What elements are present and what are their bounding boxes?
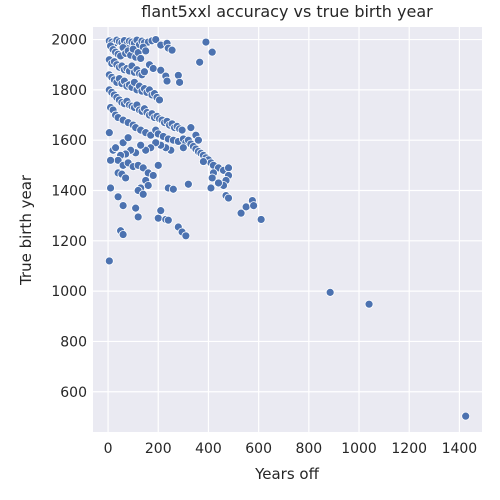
data-point <box>225 194 233 202</box>
data-point <box>168 46 176 54</box>
data-point <box>112 144 120 152</box>
data-point <box>107 184 115 192</box>
data-point <box>140 68 148 76</box>
data-point <box>137 54 145 62</box>
data-point <box>105 257 113 265</box>
x-tick-label: 1200 <box>391 441 427 457</box>
data-point <box>134 213 142 221</box>
x-tick-label: 0 <box>104 441 113 457</box>
data-point <box>178 126 186 134</box>
data-point <box>202 38 210 46</box>
data-point <box>157 207 165 215</box>
x-tick-label: 800 <box>295 441 322 457</box>
data-point <box>119 202 127 210</box>
data-point <box>365 300 373 308</box>
data-point <box>176 78 184 86</box>
data-point <box>250 202 258 210</box>
y-tick-label: 800 <box>60 334 87 350</box>
data-point <box>257 215 265 223</box>
data-point <box>142 47 150 55</box>
data-point <box>119 231 127 239</box>
data-point <box>194 136 202 144</box>
data-point <box>149 171 157 179</box>
y-tick-labels: 600 800 1000 1200 1400 1600 1800 2000 <box>51 33 87 401</box>
data-point <box>179 144 187 152</box>
data-point <box>122 174 130 182</box>
data-point <box>156 96 164 104</box>
data-point <box>149 65 157 73</box>
data-point <box>225 164 233 172</box>
data-point <box>105 129 113 137</box>
x-tick-label: 400 <box>195 441 222 457</box>
data-point <box>196 58 204 66</box>
data-point <box>462 412 470 420</box>
data-point <box>137 141 145 149</box>
chart-title: flant5xxl accuracy vs true birth year <box>141 2 433 21</box>
data-point <box>164 216 172 224</box>
y-axis-label: True birth year <box>17 174 35 286</box>
data-point <box>144 181 152 189</box>
data-point <box>184 180 192 188</box>
data-point <box>242 203 250 211</box>
data-point <box>163 77 171 85</box>
data-point <box>207 184 215 192</box>
y-tick-label: 600 <box>60 385 87 401</box>
y-tick-label: 1400 <box>51 184 87 200</box>
data-point <box>214 179 222 187</box>
y-tick-label: 1800 <box>51 83 87 99</box>
data-point <box>326 288 334 296</box>
x-axis-label: Years off <box>254 465 320 483</box>
y-tick-label: 2000 <box>51 33 87 49</box>
data-point <box>169 185 177 193</box>
data-point <box>139 190 147 198</box>
x-tick-label: 600 <box>245 441 272 457</box>
data-point <box>208 48 216 56</box>
data-point <box>132 204 140 212</box>
data-point <box>182 232 190 240</box>
data-point <box>114 193 122 201</box>
y-tick-label: 1200 <box>51 234 87 250</box>
y-tick-label: 1600 <box>51 133 87 149</box>
x-tick-label: 200 <box>145 441 172 457</box>
x-tick-label: 1000 <box>341 441 377 457</box>
data-point <box>107 156 115 164</box>
data-point <box>199 158 207 166</box>
data-point <box>187 124 195 132</box>
y-tick-label: 1000 <box>51 284 87 300</box>
data-point <box>174 71 182 79</box>
data-point <box>154 214 162 222</box>
data-point <box>154 161 162 169</box>
x-tick-labels: 0 200 400 600 800 1000 1200 1400 <box>104 441 478 457</box>
data-point <box>124 134 132 142</box>
x-tick-label: 1400 <box>442 441 478 457</box>
